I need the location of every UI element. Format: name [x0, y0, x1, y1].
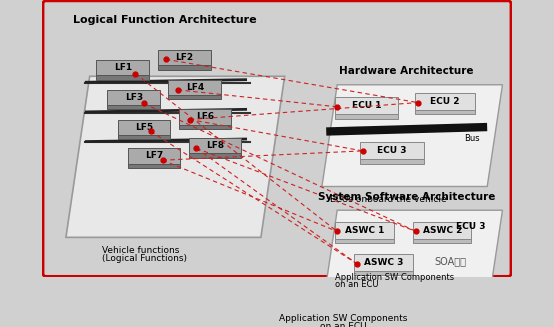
Polygon shape [335, 222, 394, 239]
Polygon shape [354, 271, 413, 275]
Polygon shape [128, 164, 181, 168]
Polygon shape [413, 239, 471, 243]
Text: ECU 3: ECU 3 [377, 146, 407, 155]
Polygon shape [158, 65, 211, 70]
Polygon shape [360, 159, 424, 164]
Polygon shape [335, 97, 398, 114]
Text: LF5: LF5 [135, 123, 153, 132]
Text: ECU 2: ECU 2 [430, 97, 460, 106]
Text: LF8: LF8 [206, 141, 224, 150]
Text: on an ECU: on an ECU [320, 322, 366, 327]
Polygon shape [158, 50, 211, 65]
Polygon shape [189, 153, 242, 158]
Polygon shape [179, 125, 231, 129]
Polygon shape [415, 93, 475, 110]
Polygon shape [168, 95, 221, 99]
Text: LF4: LF4 [186, 83, 204, 92]
Polygon shape [66, 76, 285, 237]
Polygon shape [189, 138, 242, 153]
Text: System Software Architecture: System Software Architecture [318, 192, 495, 202]
Text: on an ECU: on an ECU [335, 280, 378, 289]
Polygon shape [322, 210, 502, 312]
Text: LF7: LF7 [145, 151, 163, 161]
Text: Application SW Components: Application SW Components [279, 314, 407, 323]
Polygon shape [179, 109, 231, 125]
Text: Hardware Architecture: Hardware Architecture [340, 66, 474, 76]
Text: SOA开发: SOA开发 [434, 256, 466, 266]
Text: LF2: LF2 [176, 53, 194, 62]
Polygon shape [107, 105, 160, 109]
Polygon shape [322, 85, 502, 186]
Polygon shape [117, 135, 170, 139]
Text: ECU 3: ECU 3 [455, 222, 485, 231]
Polygon shape [354, 254, 413, 271]
Text: ASWC 3: ASWC 3 [364, 258, 403, 267]
Text: ASWC 1: ASWC 1 [345, 226, 384, 235]
Text: (Logical Functions): (Logical Functions) [101, 254, 187, 263]
Polygon shape [335, 239, 394, 243]
Text: Application SW Components: Application SW Components [335, 273, 454, 282]
Text: Logical Function Architecture: Logical Function Architecture [73, 15, 257, 25]
Polygon shape [96, 76, 149, 80]
Polygon shape [415, 110, 475, 114]
Text: LF1: LF1 [114, 63, 132, 72]
Text: ASWC 2: ASWC 2 [423, 226, 462, 235]
Polygon shape [96, 60, 149, 76]
Text: LF6: LF6 [196, 112, 214, 121]
Polygon shape [335, 114, 398, 119]
Polygon shape [128, 148, 181, 164]
FancyBboxPatch shape [43, 1, 511, 276]
Text: ECUs onboard the vehicle: ECUs onboard the vehicle [330, 195, 447, 204]
Text: ECU 1: ECU 1 [352, 101, 381, 111]
Text: LF3: LF3 [125, 93, 143, 102]
Polygon shape [168, 80, 221, 95]
Text: Vehicle functions: Vehicle functions [101, 246, 179, 255]
Polygon shape [413, 222, 471, 239]
Text: Bus: Bus [464, 134, 480, 143]
Polygon shape [117, 120, 170, 135]
Polygon shape [360, 143, 424, 159]
Polygon shape [107, 90, 160, 105]
